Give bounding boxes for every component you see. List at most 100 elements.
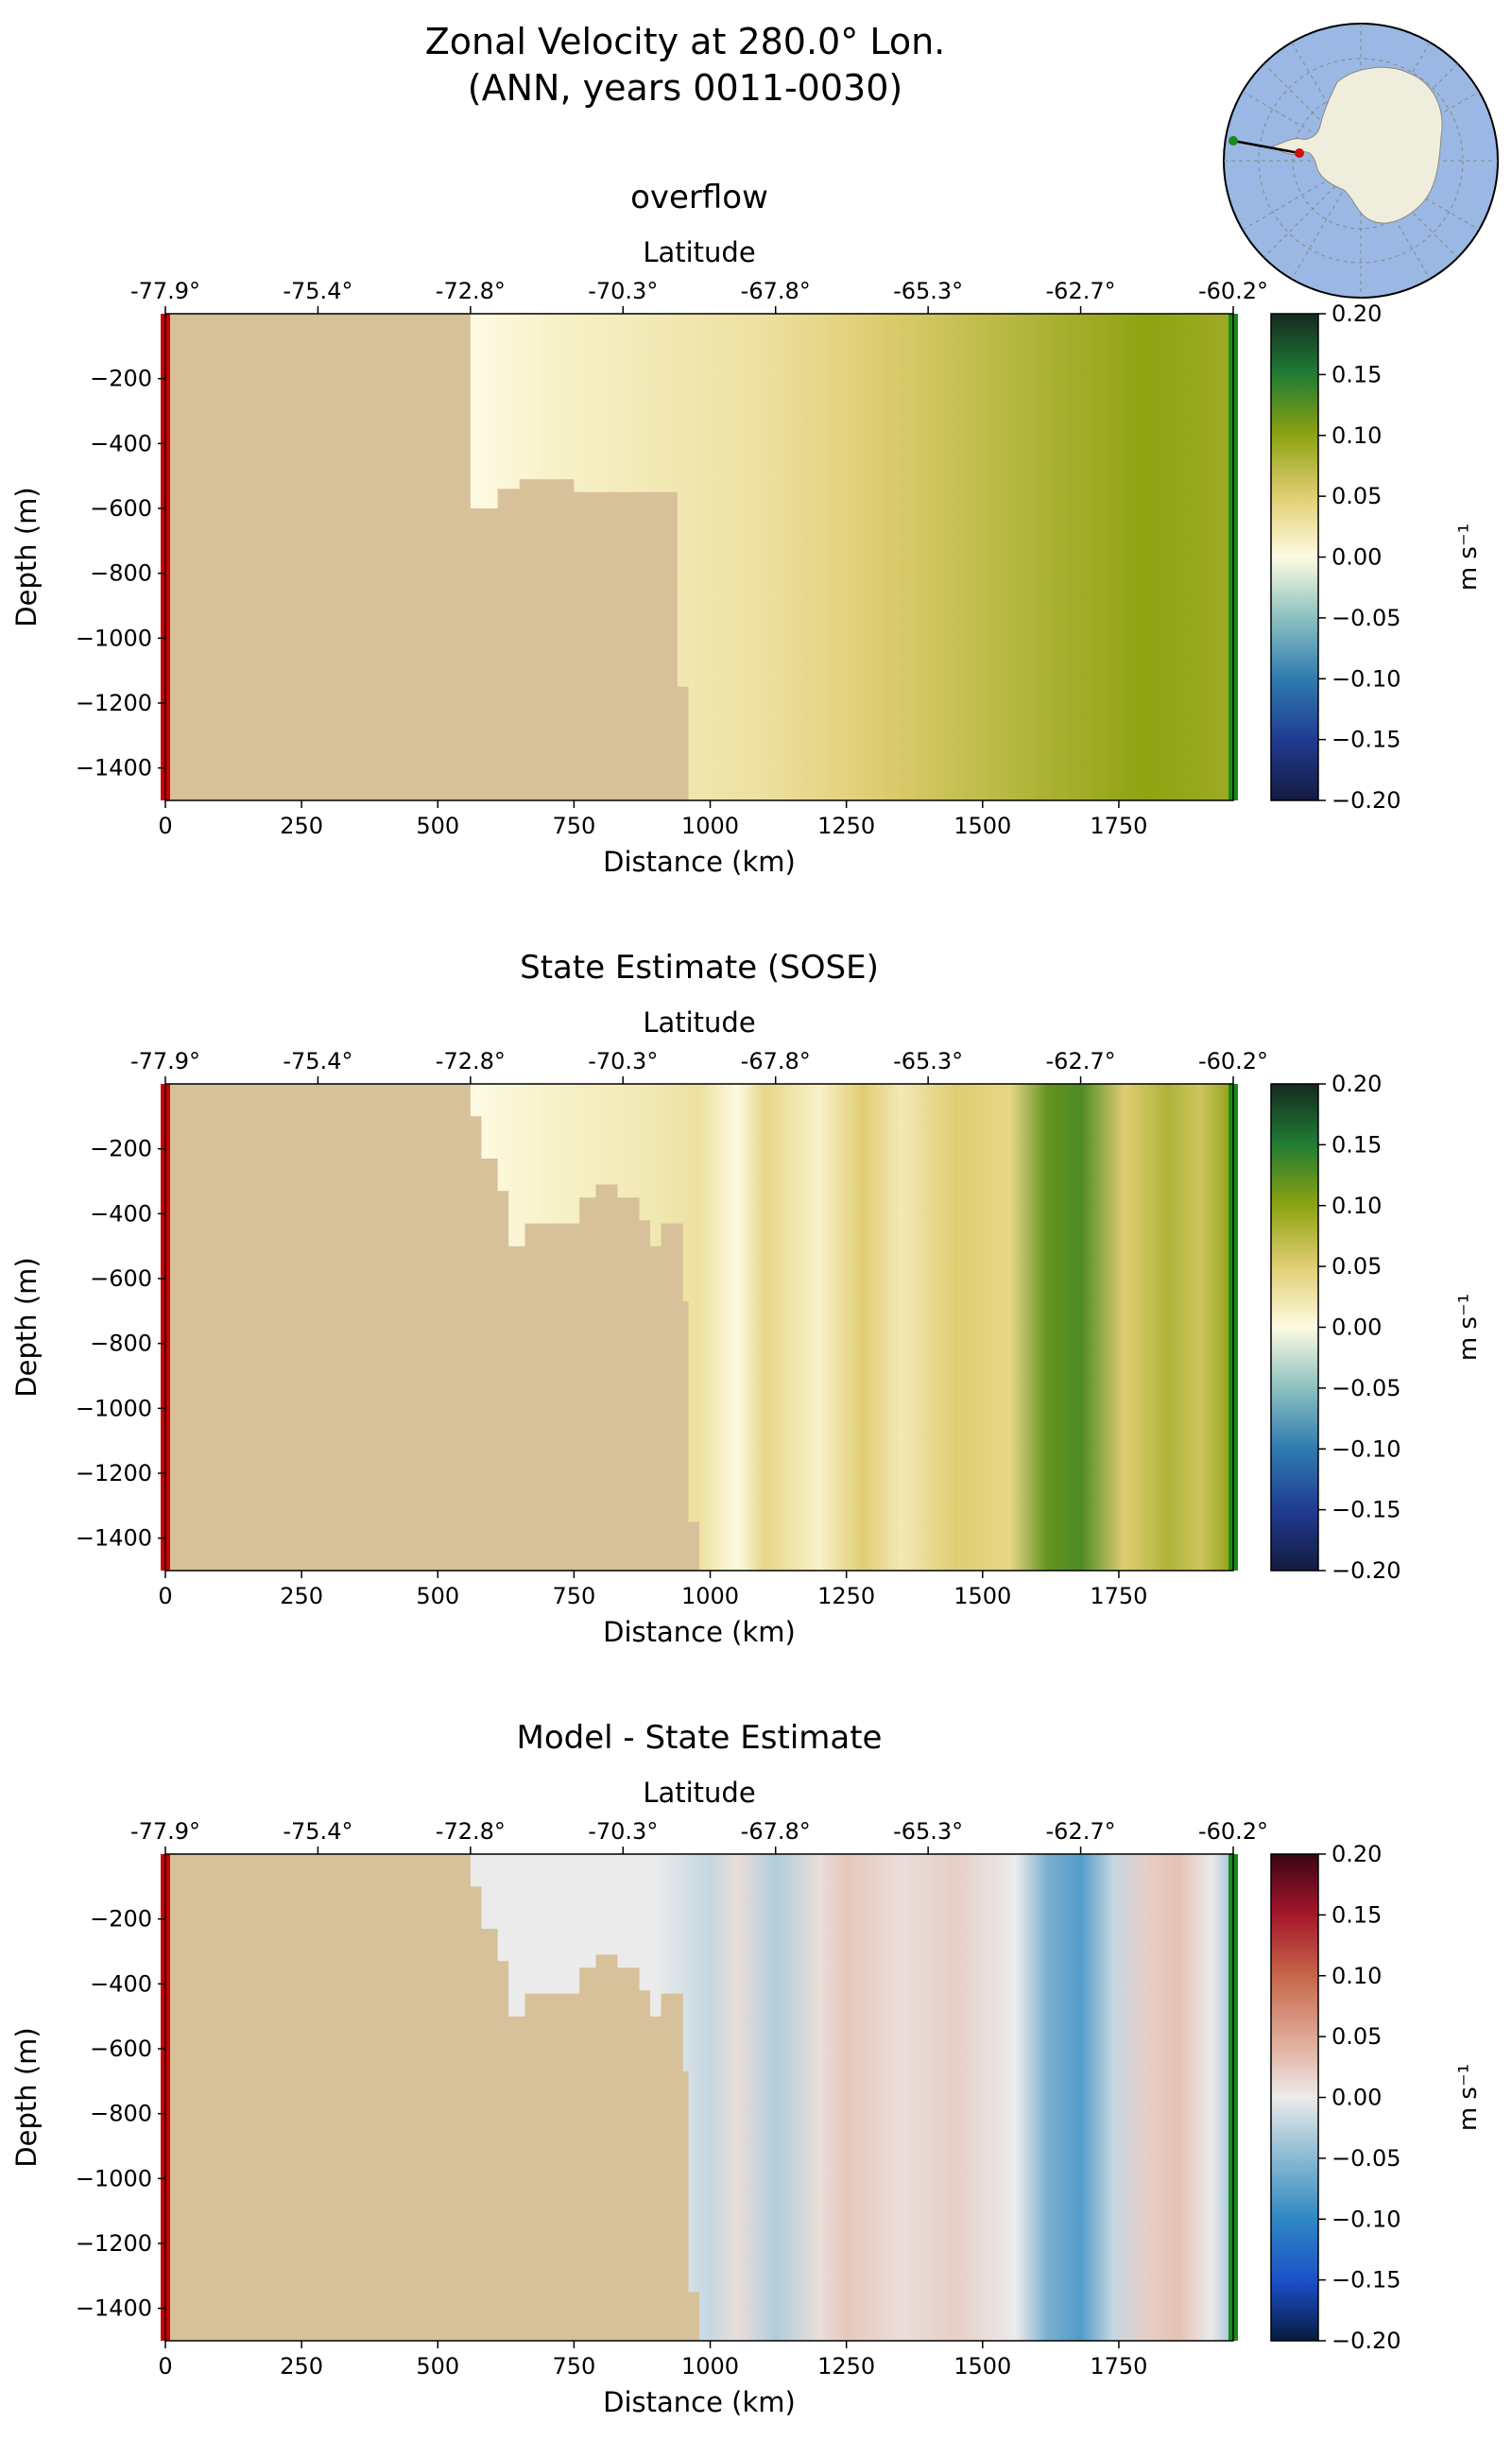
y-tick-label: −600 xyxy=(90,2036,152,2062)
x-tick-label: 1750 xyxy=(1090,813,1147,839)
top-tick-label: -72.8° xyxy=(436,278,506,304)
y-axis-label: Depth (m) xyxy=(10,1257,43,1397)
x-axis-label: Distance (km) xyxy=(603,1616,796,1648)
x-tick-label: 0 xyxy=(158,813,172,839)
top-tick-label: -65.3° xyxy=(893,1048,963,1074)
y-tick-label: −1400 xyxy=(76,755,152,782)
top-tick-label: -75.4° xyxy=(283,1048,352,1074)
antarctica-locator-map-icon xyxy=(1214,14,1507,307)
colorbar-tick-label: 0.05 xyxy=(1332,1253,1382,1280)
top-tick-label: -77.9° xyxy=(130,1048,200,1074)
y-tick-label: −200 xyxy=(90,1136,152,1162)
y-axis-label: Depth (m) xyxy=(10,2027,43,2167)
y-tick-label: −600 xyxy=(90,1265,152,1292)
colorbar-tick-label: 0.20 xyxy=(1332,1841,1382,1867)
land-mask xyxy=(165,1084,699,1571)
y-tick-label: −1400 xyxy=(76,1525,152,1552)
colorbar-tick-label: −0.15 xyxy=(1332,727,1401,753)
top-tick-label: -65.3° xyxy=(893,278,963,304)
top-tick-label: -67.8° xyxy=(741,1818,811,1845)
x-tick-label: 1000 xyxy=(681,2353,739,2380)
colorbar-label: m s⁻¹ xyxy=(1454,1294,1483,1361)
x-tick-label: 750 xyxy=(552,2353,595,2380)
figure-title: Zonal Velocity at 280.0° Lon. (ANN, year… xyxy=(161,19,1210,112)
colorbar-tick-label: −0.20 xyxy=(1332,1557,1401,1584)
colorbar-tick-label: −0.05 xyxy=(1332,605,1401,631)
plot-frame xyxy=(164,1083,1234,1572)
panel-title: Model - State Estimate xyxy=(517,1719,883,1757)
y-tick-label: −200 xyxy=(90,1906,152,1933)
x-tick-label: 750 xyxy=(552,1583,595,1609)
top-tick-label: -65.3° xyxy=(893,1818,963,1845)
plot-frame xyxy=(164,313,1234,801)
y-tick-label: −400 xyxy=(90,1970,152,1997)
colorbar-tick-label: 0.15 xyxy=(1332,361,1382,387)
colorbar-tick-label: −0.20 xyxy=(1332,2328,1401,2354)
y-tick-label: −1200 xyxy=(76,2230,152,2257)
x-tick-label: 1750 xyxy=(1090,2353,1147,2380)
panel-difference: Model - State Estimate Latitude -77.9° -75.… xyxy=(10,1719,1483,2418)
x-tick-label: 1500 xyxy=(954,1583,1011,1609)
top-tick-label: -72.8° xyxy=(436,1818,506,1845)
x-tick-label: 0 xyxy=(158,2353,172,2380)
panel-title: overflow xyxy=(630,179,768,216)
colorbar-tick-label: −0.15 xyxy=(1332,1497,1401,1523)
x-tick-label: 0 xyxy=(158,1583,172,1609)
y-tick-label: −800 xyxy=(90,1331,152,1357)
colorbar-tick-label: −0.05 xyxy=(1332,2145,1401,2172)
colorbar-tick-label: 0.05 xyxy=(1332,483,1382,509)
colorbar xyxy=(1270,313,1319,801)
x-tick-label: 1250 xyxy=(817,813,875,839)
panel-sose: State Estimate (SOSE) Latitude -77.9° -75.4… xyxy=(10,949,1483,1648)
top-tick-label: -70.3° xyxy=(588,1048,658,1074)
x-tick-label: 1250 xyxy=(817,2353,875,2380)
top-tick-label: -60.2° xyxy=(1198,1048,1268,1074)
y-tick-label: −600 xyxy=(90,495,152,522)
top-tick-label: -62.7° xyxy=(1046,278,1116,304)
x-tick-label: 1500 xyxy=(954,813,1011,839)
y-tick-label: −1200 xyxy=(76,690,152,716)
x-axis-label: Distance (km) xyxy=(603,846,796,878)
top-axis-label: Latitude xyxy=(643,1777,755,1809)
colorbar-tick-label: 0.15 xyxy=(1332,1901,1382,1928)
colorbar-tick-label: −0.15 xyxy=(1332,2267,1401,2294)
x-tick-label: 1000 xyxy=(681,1583,739,1609)
colorbar-tick-label: −0.20 xyxy=(1332,787,1401,814)
x-tick-label: 500 xyxy=(416,813,459,839)
colorbar-tick-label: 0.15 xyxy=(1332,1131,1382,1158)
figure-title-line1: Zonal Velocity at 280.0° Lon. xyxy=(424,21,946,62)
colorbar-tick-label: 0.10 xyxy=(1332,422,1382,449)
y-tick-label: −800 xyxy=(90,2101,152,2127)
plot-frame xyxy=(164,1853,1234,2342)
colorbar-tick-label: −0.10 xyxy=(1332,2206,1401,2232)
colorbar-tick-label: −0.10 xyxy=(1332,665,1401,692)
top-axis-label: Latitude xyxy=(643,1006,755,1039)
top-tick-label: -70.3° xyxy=(588,1818,658,1845)
top-tick-label: -60.2° xyxy=(1198,1818,1268,1845)
x-tick-label: 250 xyxy=(280,1583,323,1609)
colorbar-tick-label: 0.10 xyxy=(1332,1193,1382,1219)
x-tick-label: 1000 xyxy=(681,813,739,839)
panel-overflow: overflow Latitude -77.9° -75.4° -72.8° -70.3°… xyxy=(10,179,1483,878)
top-tick-label: -75.4° xyxy=(283,1818,352,1845)
x-tick-label: 1500 xyxy=(954,2353,1011,2380)
colorbar-tick-label: 0.00 xyxy=(1332,2085,1382,2111)
colorbar xyxy=(1270,1853,1319,2342)
x-tick-label: 250 xyxy=(280,813,323,839)
y-tick-label: −800 xyxy=(90,560,152,587)
colorbar-label: m s⁻¹ xyxy=(1454,2064,1483,2131)
top-tick-label: -62.7° xyxy=(1046,1048,1116,1074)
panel-title: State Estimate (SOSE) xyxy=(520,949,879,987)
y-tick-label: −1000 xyxy=(76,625,152,651)
colorbar-tick-label: 0.05 xyxy=(1332,2023,1382,2050)
top-tick-label: -72.8° xyxy=(436,1048,506,1074)
y-axis-label: Depth (m) xyxy=(10,487,43,627)
top-tick-label: -67.8° xyxy=(741,1048,811,1074)
top-tick-label: -60.2° xyxy=(1198,278,1268,304)
colorbar-tick-label: 0.10 xyxy=(1332,1963,1382,1989)
x-tick-label: 1750 xyxy=(1090,1583,1147,1609)
y-tick-label: −400 xyxy=(90,1200,152,1227)
y-tick-label: −1000 xyxy=(76,1395,152,1421)
x-axis-label: Distance (km) xyxy=(603,2386,796,2418)
x-tick-label: 250 xyxy=(280,2353,323,2380)
